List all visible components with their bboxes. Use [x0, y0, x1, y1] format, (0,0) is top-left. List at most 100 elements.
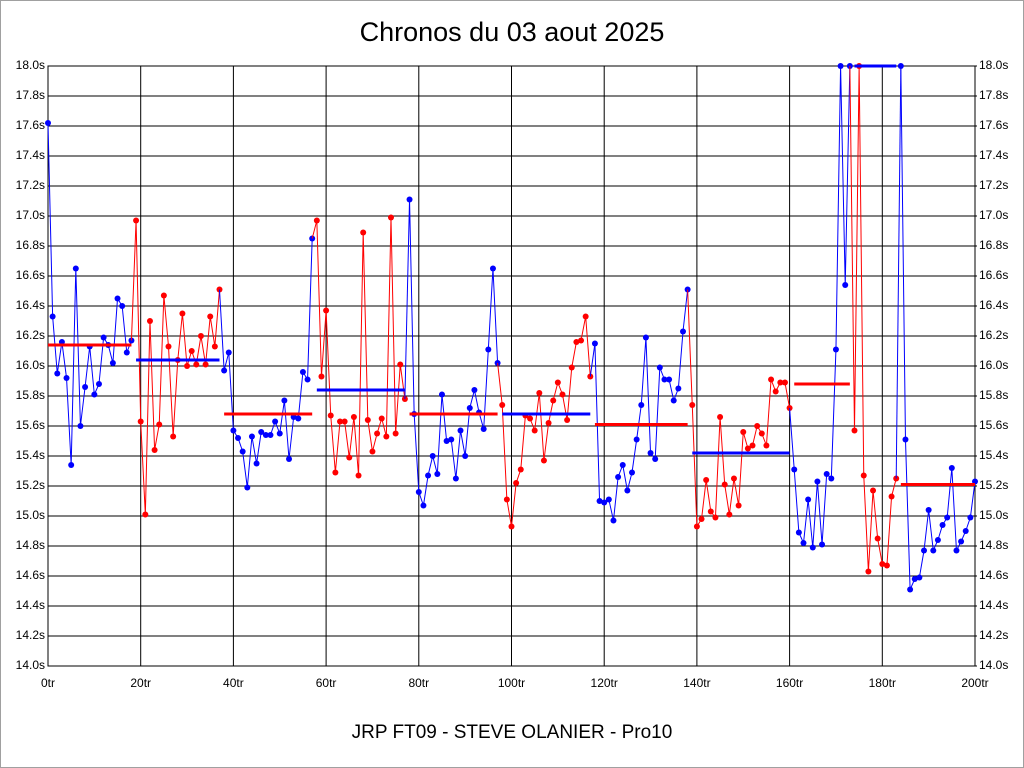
lap-point	[452, 475, 459, 482]
lap-point	[100, 334, 107, 341]
lap-point	[578, 337, 585, 344]
x-tick-label: 160tr	[776, 676, 803, 690]
y2-tick-label: 17.4s	[979, 148, 1008, 162]
lap-point	[837, 63, 844, 69]
lap-point	[916, 574, 923, 581]
y-tick-label: 14.4s	[16, 598, 45, 612]
lap-point	[420, 502, 427, 509]
x-tick-label: 100tr	[498, 676, 525, 690]
lap-point	[540, 457, 547, 464]
lap-point	[304, 376, 311, 383]
lap-point	[267, 432, 274, 438]
lap-point	[327, 412, 334, 419]
lap-point	[795, 529, 802, 536]
lap-point	[948, 465, 955, 471]
y-tick-label: 15.0s	[16, 508, 45, 522]
y-tick-label: 15.8s	[16, 388, 45, 402]
lap-line	[316, 217, 406, 476]
lap-point	[879, 561, 886, 567]
lap-point	[517, 466, 524, 473]
lap-point	[911, 576, 918, 582]
lap-point	[921, 547, 928, 554]
y2-tick-label: 17.8s	[979, 88, 1008, 102]
x-axis-label: JRP FT09 - STEVE OLANIER - Pro10	[352, 722, 673, 743]
y2-tick-label: 15.8s	[979, 388, 1008, 402]
y2-tick-label: 14.8s	[979, 538, 1008, 552]
lap-point	[661, 376, 668, 383]
lap-point	[281, 397, 288, 404]
y2-tick-label: 14.2s	[979, 628, 1008, 642]
lap-point	[211, 343, 218, 350]
lap-point	[559, 391, 566, 398]
lap-point	[619, 462, 626, 468]
lap-point	[77, 423, 84, 429]
lap-point	[471, 387, 478, 393]
lap-point	[832, 346, 839, 353]
lap-point	[939, 522, 946, 528]
lap-point	[967, 514, 974, 521]
y-tick-label: 16.6s	[16, 268, 45, 282]
lap-point	[633, 436, 640, 443]
lap-point	[146, 318, 153, 324]
lap-point	[156, 421, 163, 428]
lap-point	[582, 313, 589, 320]
lap-point	[489, 265, 496, 272]
lap-point	[383, 433, 390, 440]
x-tick-label: 0tr	[41, 676, 55, 690]
lap-point	[244, 484, 251, 491]
lap-point	[638, 402, 645, 408]
lap-point	[740, 429, 747, 435]
lap-point	[744, 445, 751, 452]
lap-point	[323, 307, 330, 314]
lap-point	[95, 381, 102, 387]
lap-point	[355, 472, 362, 479]
y-tick-label: 14.0s	[16, 658, 45, 672]
lap-point	[888, 493, 895, 500]
lap-point	[610, 517, 617, 524]
y2-tick-label: 15.4s	[979, 448, 1008, 462]
x-tick-label: 40tr	[223, 676, 244, 690]
lap-point	[647, 450, 654, 456]
lap-point	[568, 364, 575, 371]
lap-point	[712, 514, 719, 521]
lap-point	[721, 481, 728, 488]
lap-point	[82, 384, 89, 390]
lap-point	[91, 391, 98, 398]
y2-tick-label: 16.6s	[979, 268, 1008, 282]
lap-point	[286, 456, 293, 462]
lap-point	[768, 376, 775, 383]
lap-point	[262, 432, 269, 438]
lap-point	[207, 313, 214, 320]
lap-point	[777, 379, 784, 386]
lap-point	[527, 415, 534, 422]
lap-point	[717, 414, 724, 420]
lap-point	[730, 475, 737, 482]
lap-point	[642, 334, 649, 341]
lap-point	[554, 379, 561, 386]
lap-point	[564, 417, 571, 423]
y2-tick-label: 14.4s	[979, 598, 1008, 612]
lap-point	[907, 586, 914, 593]
lap-point	[397, 361, 404, 368]
lap-point	[930, 547, 937, 554]
y-tick-label: 14.6s	[16, 568, 45, 582]
lap-point	[114, 295, 121, 302]
lap-point	[54, 370, 61, 377]
lap-point	[499, 402, 506, 408]
stint-connector	[789, 407, 795, 470]
y-tick-label: 17.0s	[16, 208, 45, 222]
lap-point	[119, 303, 126, 309]
lap-point	[513, 480, 520, 486]
lap-point	[629, 469, 636, 476]
lap-point	[346, 454, 353, 461]
lap-point	[536, 390, 543, 396]
stint-connector	[497, 362, 503, 406]
y2-tick-label: 16.2s	[979, 328, 1008, 342]
y-tick-label: 16.0s	[16, 358, 45, 372]
y2-tick-label: 17.0s	[979, 208, 1008, 222]
lap-point	[160, 292, 167, 299]
chart-title: Chronos du 03 aout 2025	[360, 17, 665, 47]
lap-point	[573, 339, 580, 345]
lap-point	[202, 361, 209, 368]
